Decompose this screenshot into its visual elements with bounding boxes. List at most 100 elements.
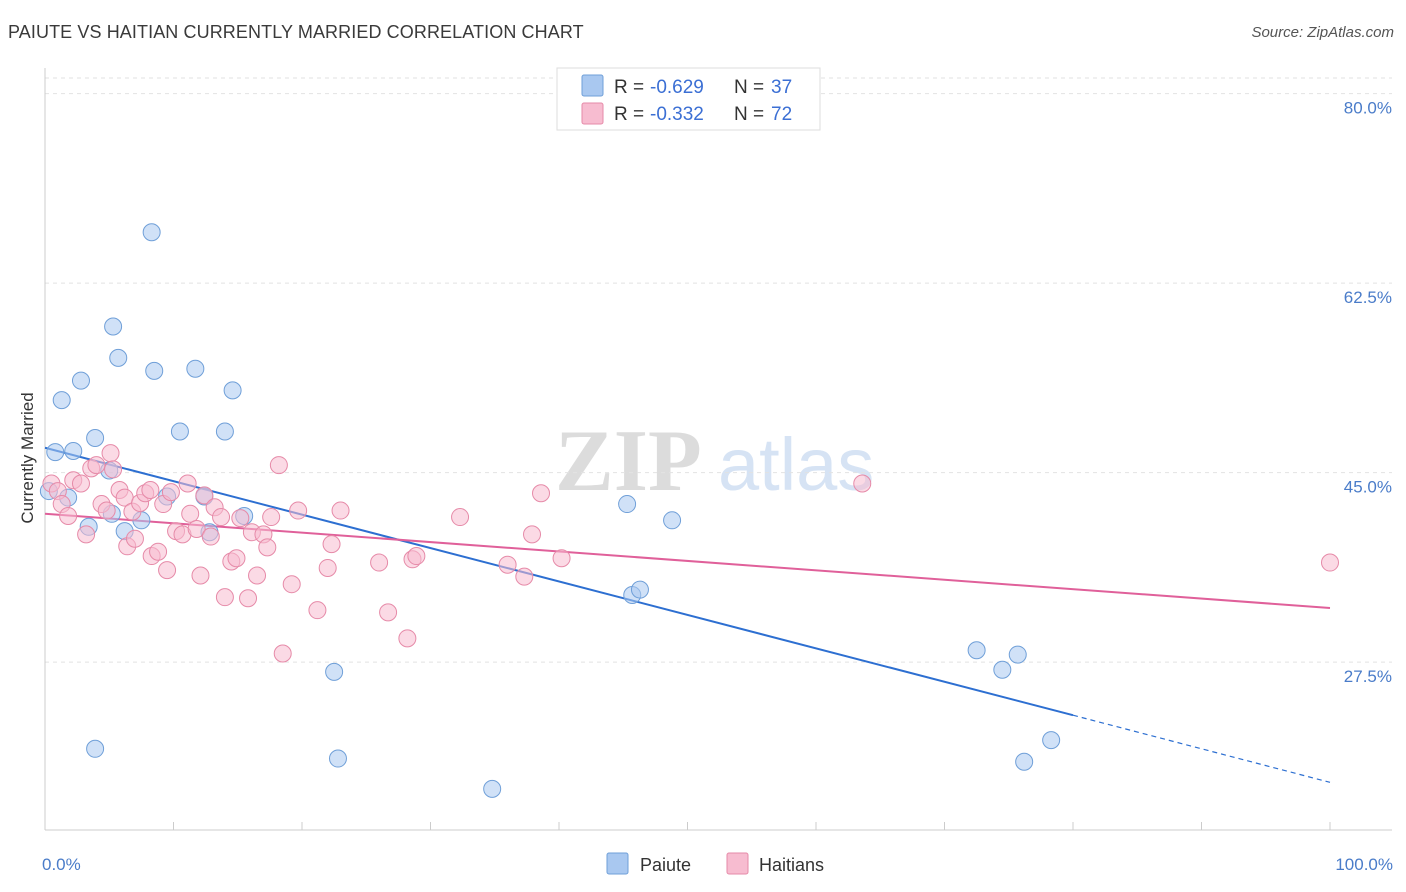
point-haitians — [71, 474, 90, 493]
point-paiute — [618, 495, 637, 514]
point-haitians — [273, 644, 292, 663]
point-paiute — [86, 429, 105, 448]
point-haitians — [370, 553, 389, 572]
point-haitians — [181, 504, 200, 523]
legend-n-label: N = — [734, 104, 764, 125]
y-tick-label: 45.0% — [1344, 478, 1392, 497]
point-paiute — [993, 660, 1012, 679]
legend-top: R = -0.629 N = 37 R = -0.332 N = 72 — [556, 67, 821, 131]
point-haitians — [407, 547, 426, 566]
point-haitians — [191, 566, 210, 585]
point-paiute — [1015, 752, 1034, 771]
trend-line-extension — [1072, 714, 1331, 783]
point-haitians — [451, 508, 470, 527]
point-paiute — [142, 223, 161, 242]
point-haitians — [239, 589, 258, 608]
legend-r-label: R = — [614, 104, 644, 125]
point-paiute — [109, 348, 128, 367]
point-haitians — [215, 588, 234, 607]
legend-swatch-paiute — [581, 74, 604, 97]
y-tick-label: 62.5% — [1344, 288, 1392, 307]
point-haitians — [178, 474, 197, 493]
point-paiute — [328, 749, 347, 768]
point-haitians — [282, 575, 301, 594]
legend-bottom: Paiute Haitians — [606, 852, 824, 875]
point-paiute — [223, 381, 242, 400]
point-haitians — [523, 525, 542, 544]
point-haitians — [269, 456, 288, 475]
point-haitians — [125, 529, 144, 548]
point-haitians — [262, 508, 281, 527]
watermark-atlas: atlas — [718, 423, 874, 506]
point-paiute — [1008, 645, 1027, 664]
point-haitians — [158, 561, 177, 580]
x-tick-label: 100.0% — [1335, 855, 1393, 874]
legend-label-paiute: Paiute — [640, 855, 691, 875]
point-haitians — [149, 542, 168, 561]
point-haitians — [318, 558, 337, 577]
legend-n-value: 72 — [771, 104, 792, 125]
point-haitians — [187, 519, 206, 538]
legend-r-label: R = — [614, 77, 644, 98]
point-paiute — [104, 317, 123, 336]
point-haitians — [87, 456, 106, 475]
point-haitians — [308, 601, 327, 620]
point-paiute — [86, 739, 105, 758]
point-haitians — [515, 567, 534, 586]
point-haitians — [258, 538, 277, 557]
point-paiute — [145, 361, 164, 380]
point-haitians — [853, 474, 872, 493]
point-haitians — [322, 535, 341, 554]
point-haitians — [161, 483, 180, 502]
legend-r-value: -0.332 — [650, 104, 704, 125]
point-haitians — [289, 501, 308, 520]
point-paiute — [186, 359, 205, 378]
point-paiute — [71, 371, 90, 390]
point-haitians — [104, 460, 123, 479]
point-haitians — [552, 549, 571, 568]
legend-swatch-haitians — [581, 102, 604, 125]
grid-lines — [45, 77, 1392, 663]
point-paiute — [325, 662, 344, 681]
legend-label-haitians: Haitians — [759, 855, 824, 875]
point-haitians — [101, 444, 120, 463]
point-haitians — [398, 629, 417, 648]
point-paiute — [170, 422, 189, 441]
point-haitians — [212, 508, 231, 527]
point-haitians — [77, 525, 96, 544]
watermark: ZIP atlas — [555, 413, 874, 510]
point-paiute — [630, 580, 649, 599]
chart-title: PAIUTE VS HAITIAN CURRENTLY MARRIED CORR… — [8, 22, 584, 42]
legend-r-value: -0.629 — [650, 77, 704, 98]
point-haitians — [59, 506, 78, 525]
data-points — [39, 223, 1339, 798]
point-haitians — [532, 484, 551, 503]
point-haitians — [201, 527, 220, 546]
point-haitians — [498, 555, 517, 574]
tick-labels: 80.0% 62.5% 45.0% 27.5% 0.0% 100.0% — [42, 99, 1393, 874]
y-tick-label: 80.0% — [1344, 99, 1392, 118]
point-haitians — [195, 486, 214, 505]
point-paiute — [46, 443, 65, 462]
point-haitians — [379, 603, 398, 622]
legend-swatch-haitians — [726, 852, 749, 875]
trend-line-paiute — [44, 446, 1074, 717]
point-haitians — [141, 480, 160, 499]
point-paiute — [663, 511, 682, 530]
point-paiute — [967, 641, 986, 660]
point-paiute — [215, 422, 234, 441]
point-paiute — [483, 779, 502, 798]
point-haitians — [1321, 553, 1339, 572]
point-haitians — [97, 501, 116, 520]
point-haitians — [231, 509, 250, 528]
source-label: Source: ZipAtlas.com — [1251, 24, 1394, 41]
point-haitians — [227, 549, 246, 568]
point-haitians — [331, 501, 350, 520]
x-tick-label: 0.0% — [42, 855, 81, 874]
legend-swatch-paiute — [606, 852, 629, 875]
watermark-zip: ZIP — [555, 413, 702, 510]
legend-n-label: N = — [734, 77, 764, 98]
y-tick-label: 27.5% — [1344, 667, 1392, 686]
point-paiute — [1042, 731, 1061, 750]
